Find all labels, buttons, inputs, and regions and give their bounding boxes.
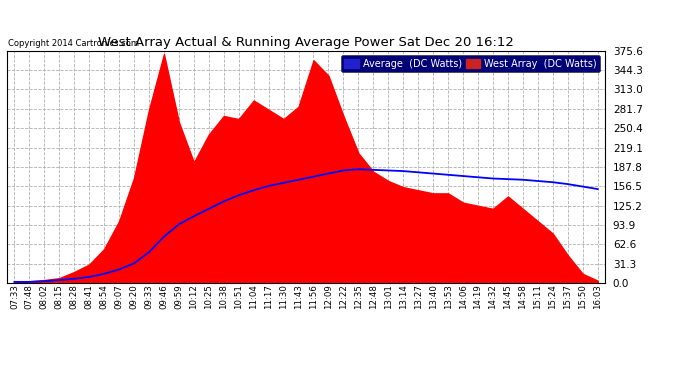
Title: West Array Actual & Running Average Power Sat Dec 20 16:12: West Array Actual & Running Average Powe… — [98, 36, 514, 50]
Legend: Average  (DC Watts), West Array  (DC Watts): Average (DC Watts), West Array (DC Watts… — [341, 56, 600, 72]
Text: Copyright 2014 Cartronics.com: Copyright 2014 Cartronics.com — [8, 39, 139, 48]
